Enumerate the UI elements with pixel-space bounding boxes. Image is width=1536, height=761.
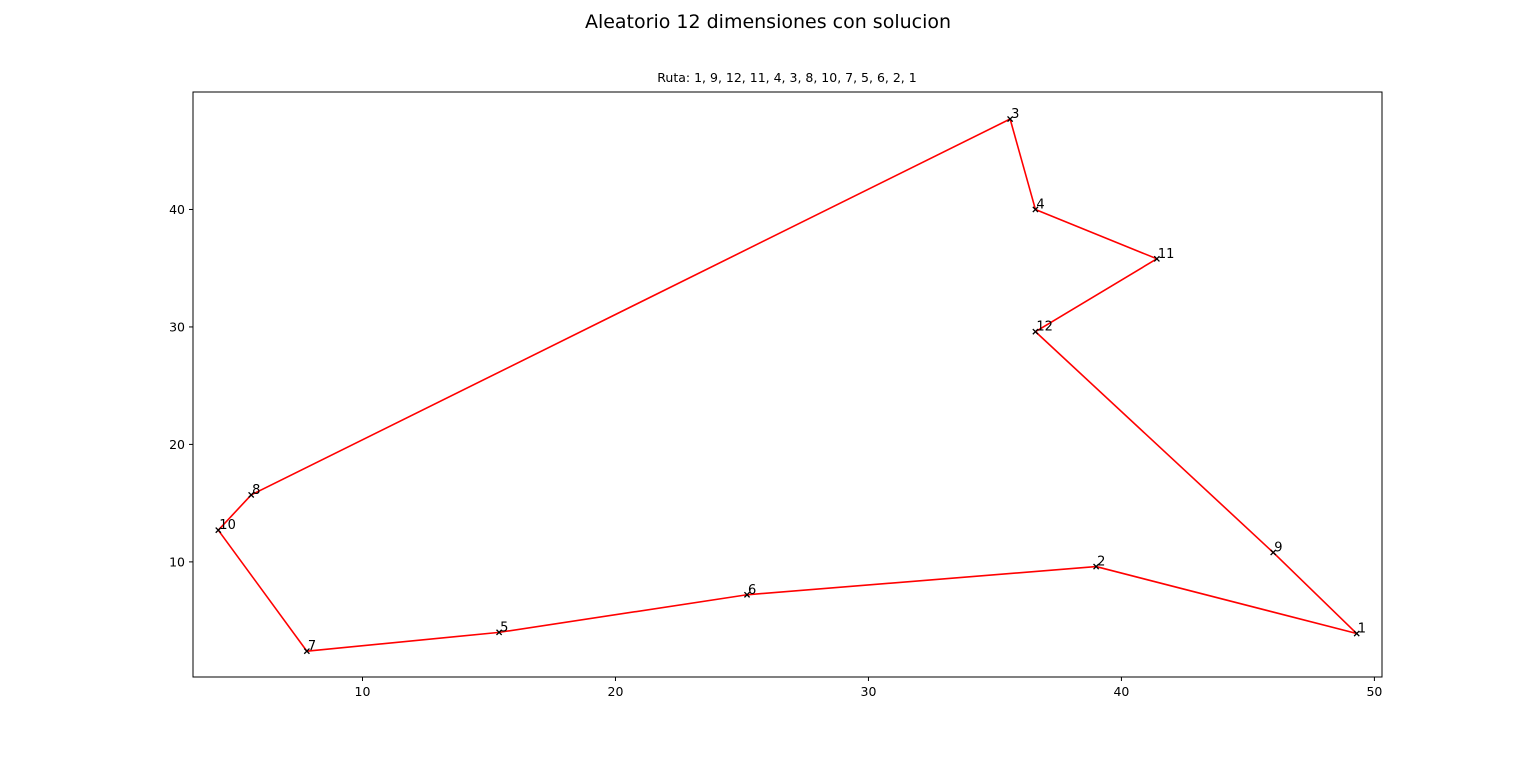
- x-tick-label: 30: [861, 684, 877, 699]
- city-point: 5: [496, 620, 508, 636]
- point-marker: [1007, 115, 1014, 123]
- point-marker: [303, 648, 310, 655]
- city-point: 1: [1353, 622, 1366, 637]
- x-tick-label: 10: [355, 684, 371, 699]
- route-segment: [1009, 118, 1037, 210]
- point-marker: [496, 629, 503, 636]
- point-label: 9: [1274, 540, 1282, 555]
- point-marker: [1032, 206, 1039, 213]
- point-label: 12: [1036, 320, 1053, 335]
- point-label: 6: [748, 583, 756, 598]
- route-segment: [306, 631, 500, 652]
- route-segment: [1034, 331, 1274, 554]
- route-segment: [217, 494, 252, 531]
- city-point: 7: [303, 639, 316, 655]
- city-point: 9: [1270, 540, 1283, 556]
- point-marker: [1032, 328, 1039, 335]
- point-marker: [1153, 255, 1160, 262]
- route-segment: [1095, 565, 1357, 635]
- route-segment: [1035, 208, 1158, 260]
- y-tick-label: 30: [169, 319, 185, 334]
- axes: 10 20 30 40 50 10 20 30 40: [169, 202, 1382, 699]
- route-segment: [1035, 258, 1158, 333]
- point-marker: [743, 591, 751, 598]
- point-label: 10: [219, 518, 236, 533]
- city-point: 4: [1032, 197, 1045, 213]
- point-marker: [248, 491, 255, 498]
- y-tick-label: 10: [169, 554, 185, 569]
- point-marker: [215, 527, 222, 534]
- x-tick-label: 50: [1366, 684, 1382, 699]
- city-point: 11: [1153, 247, 1175, 262]
- city-point: 6: [743, 583, 756, 598]
- city-point: 2: [1093, 555, 1105, 570]
- route-segment: [1272, 551, 1358, 635]
- point-marker: [1270, 549, 1277, 556]
- x-tick-label: 40: [1113, 684, 1129, 699]
- city-point: 10: [215, 518, 236, 534]
- route-segment: [746, 565, 1097, 596]
- point-label: 4: [1036, 197, 1044, 212]
- plot-frame: [192, 91, 1383, 678]
- y-tick-label: 20: [169, 437, 185, 452]
- point-label: 11: [1158, 247, 1175, 262]
- y-tick-label: 40: [169, 202, 185, 217]
- point-marker: [1353, 630, 1360, 637]
- route-segment: [217, 529, 308, 652]
- point-label: 2: [1097, 555, 1105, 570]
- chart-title: Ruta: 1, 9, 12, 11, 4, 3, 8, 10, 7, 5, 6…: [657, 70, 916, 85]
- route-lines: [217, 118, 1358, 652]
- point-label: 7: [308, 639, 316, 654]
- point-label: 1: [1358, 622, 1366, 637]
- point-label: 5: [500, 620, 508, 635]
- point-marker: [1093, 563, 1100, 570]
- city-point: 12: [1032, 320, 1053, 335]
- x-tick-label: 20: [608, 684, 624, 699]
- city-point: 8: [248, 483, 260, 498]
- route-segment: [498, 593, 748, 634]
- route-segment: [250, 118, 1011, 496]
- city-point: 3: [1007, 107, 1019, 123]
- point-label: 8: [252, 483, 260, 498]
- figure-title: Aleatorio 12 dimensiones con solucion: [584, 11, 952, 33]
- point-label: 3: [1011, 107, 1019, 122]
